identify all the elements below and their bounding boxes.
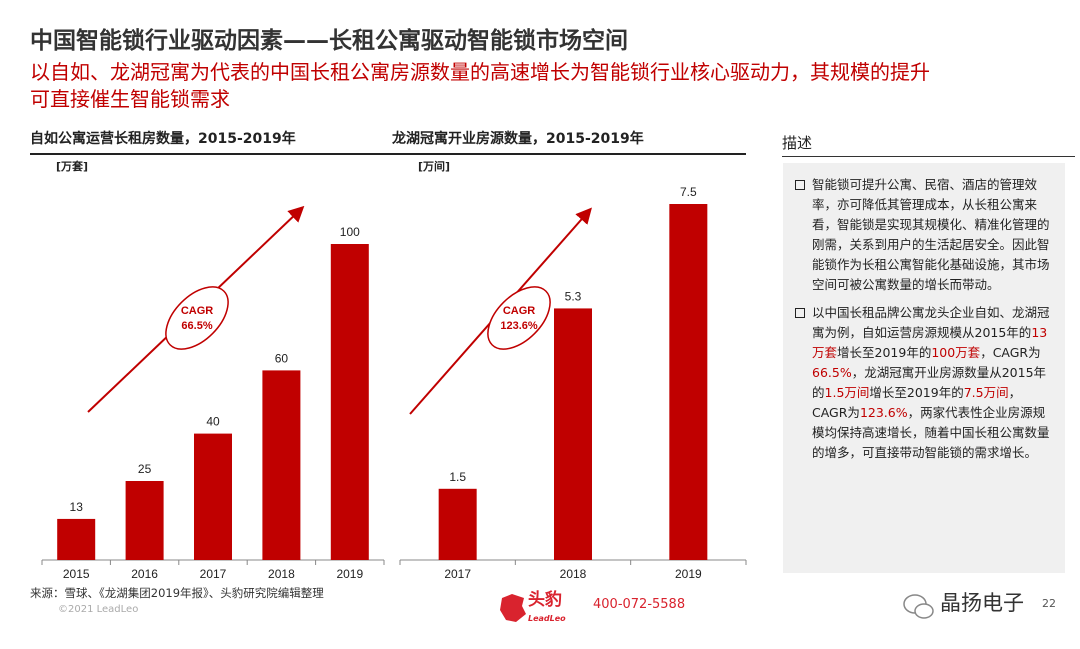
x-tick-label: 2018 (560, 567, 587, 581)
cagr-label: CAGR (503, 305, 535, 317)
text-run: ，CAGR为 (980, 345, 1041, 360)
chart1-unit: [万套] (56, 160, 89, 173)
highlight-value: 66.5% (812, 365, 852, 380)
highlight-value: 7.5万间 (963, 385, 1009, 400)
divider (30, 153, 746, 155)
bullet-1: 智能锁可提升公寓、民宿、酒店的管理效率，亦可降低其管理成本，从长租公寓来看，智能… (795, 175, 1053, 295)
subtitle-line-1: 以自如、龙湖冠寓为代表的中国长租公寓房源数量的高速增长为智能锁行业核心驱动力，其… (30, 60, 930, 84)
checkbox-bullet-icon (795, 180, 805, 190)
text-run: ，CAGR为 (812, 385, 1022, 420)
data-label: 7.5 (680, 185, 697, 199)
bullet-2: 以中国长租品牌公寓龙头企业自如、龙湖冠寓为例，自如运营房源规模从2015年的13… (795, 303, 1053, 463)
chart2-title: 龙湖冠寓开业房源数量，2015-2019年 (392, 131, 644, 147)
bar (262, 370, 301, 560)
description-heading: 描述 (782, 134, 813, 152)
divider (782, 156, 1075, 157)
cagr-badge: CAGR 66.5% (165, 286, 229, 350)
x-tick-label: 2019 (675, 567, 702, 581)
data-label: 13 (70, 500, 84, 514)
x-tick-label: 2015 (63, 567, 90, 581)
data-label: 40 (206, 415, 220, 429)
chart2-unit: [万间] (418, 160, 451, 173)
highlight-value: 123.6% (859, 405, 908, 420)
highlight-value: 1.5万间 (824, 385, 870, 400)
text-run: 以中国长租品牌公寓龙头企业自如、龙湖冠寓为例，自如运营房源规模从2015年的 (812, 305, 1050, 340)
text-run: 增长至2019年的 (837, 345, 932, 360)
wechat-icon (903, 594, 934, 619)
data-label: 100 (340, 225, 360, 239)
x-tick-label: 2017 (200, 567, 227, 581)
x-tick-label: 2017 (444, 567, 471, 581)
phone-number: 400-072-5588 (593, 597, 686, 612)
text-run: ，两家代表性企业房源规模均保持高速增长，随着中国长租公寓数量的增多，可直接带动智… (812, 405, 1050, 460)
cagr-ellipse (165, 286, 229, 350)
bar (330, 244, 369, 560)
watermark: 晶扬电子 (940, 591, 1024, 615)
checkbox-bullet-icon (795, 308, 805, 318)
data-label: 60 (275, 351, 289, 365)
bar (125, 481, 164, 560)
x-tick-label: 2018 (268, 567, 295, 581)
description-panel: 智能锁可提升公寓、民宿、酒店的管理效率，亦可降低其管理成本，从长租公寓来看，智能… (783, 163, 1065, 573)
text-run: 增长至2019年的 (869, 385, 964, 400)
bullet-text: 以中国长租品牌公寓龙头企业自如、龙湖冠寓为例，自如运营房源规模从2015年的13… (812, 303, 1053, 463)
brand-logo-text: 头豹 (528, 590, 562, 610)
text-run: ，龙湖冠寓开业房源数量从2015年的 (812, 365, 1047, 400)
x-tick-label: 2019 (336, 567, 363, 581)
data-label: 25 (138, 462, 152, 476)
page-title: 中国智能锁行业驱动因素——长租公寓驱动智能锁市场空间 (30, 28, 628, 54)
brand-logo-en: LeadLeo (528, 614, 566, 623)
chart1-title: 自如公寓运营长租房数量，2015-2019年 (30, 131, 296, 147)
page-number: 22 (1042, 597, 1056, 610)
x-tick-label: 2016 (131, 567, 158, 581)
copyright: ©2021 LeadLeo (58, 604, 139, 615)
bar (554, 308, 592, 560)
cagr-ellipse (487, 286, 551, 350)
cagr-badge: CAGR 123.6% (487, 286, 551, 350)
leopard-logo-icon (500, 594, 526, 622)
subtitle-line-2: 可直接催生智能锁需求 (30, 87, 230, 111)
text-run: 智能锁可提升公寓、民宿、酒店的管理效率，亦可降低其管理成本，从长租公寓来看，智能… (812, 177, 1050, 292)
bullet-text: 智能锁可提升公寓、民宿、酒店的管理效率，亦可降低其管理成本，从长租公寓来看，智能… (812, 175, 1053, 295)
cagr-label: 66.5% (181, 320, 212, 332)
data-label: 1.5 (449, 470, 466, 484)
bar (669, 204, 708, 560)
highlight-value: 13万套 (812, 325, 1048, 360)
bar (194, 433, 232, 560)
source-note: 来源：雪球、《龙湖集团2019年报》、头豹研究院编辑整理 (30, 586, 324, 600)
highlight-value: 100万套 (931, 345, 981, 360)
bar (438, 488, 477, 560)
cagr-label: 123.6% (500, 320, 538, 332)
chart1: 13 2015 25 2016 40 2017 60 2018 100 2019 CAGR 66.5%… (41, 185, 747, 581)
data-label: 5.3 (565, 289, 582, 303)
bar (57, 518, 96, 560)
cagr-label: CAGR (181, 305, 213, 317)
